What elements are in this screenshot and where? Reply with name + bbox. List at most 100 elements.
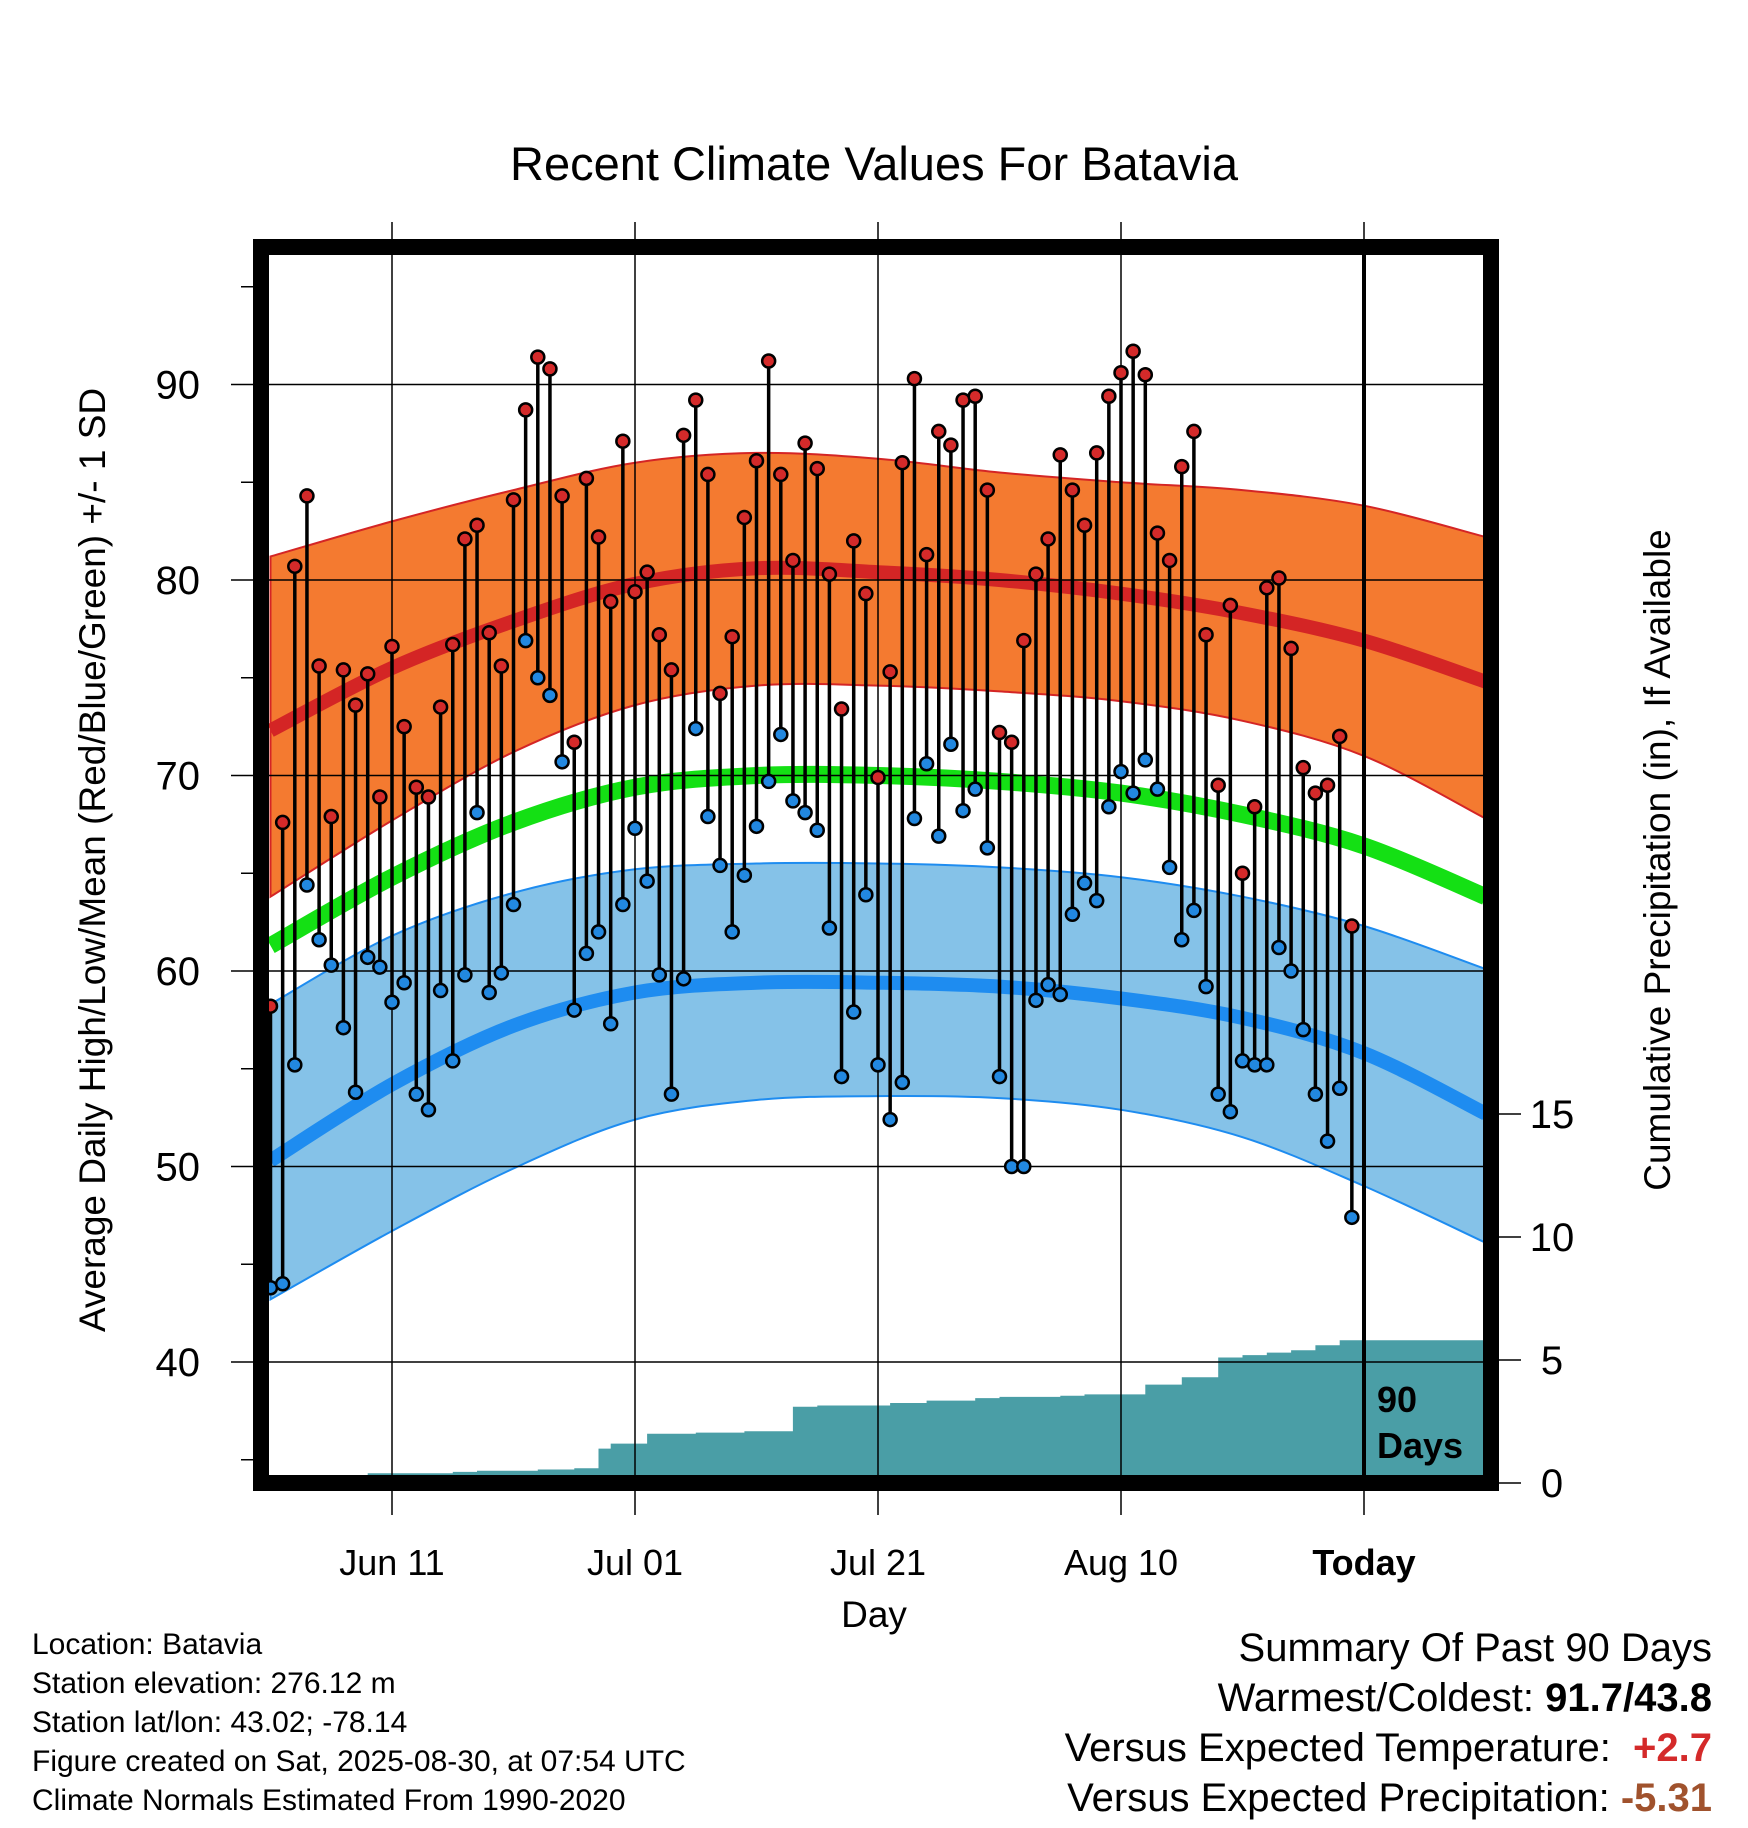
daily-low-point: [797, 804, 813, 821]
daily-low-point: [457, 967, 473, 983]
today-span-unit: Days: [1377, 1425, 1463, 1466]
x-tick-label: Today: [1312, 1542, 1415, 1583]
daily-low-point: [663, 1086, 680, 1102]
daily-high-point: [1064, 482, 1081, 498]
daily-low-point: [372, 959, 388, 975]
daily-high-point: [1003, 734, 1020, 751]
daily-high-point: [396, 718, 412, 735]
daily-high-point: [809, 460, 825, 477]
daily-low-point: [906, 810, 923, 827]
daily-low-point: [554, 754, 570, 770]
axes-layer: 40 50 60 70 80 90 0 5 10 15 Jun 11 Jul 01 Jul 21 Aug …: [156, 222, 1575, 1583]
daily-high-point: [517, 402, 534, 418]
daily-low-point: [1222, 1104, 1239, 1120]
daily-low-point: [615, 896, 631, 913]
daily-high-point: [287, 558, 303, 575]
daily-high-point: [991, 724, 1008, 741]
daily-low-point: [432, 982, 449, 999]
daily-low-point: [408, 1086, 425, 1102]
daily-high-point: [918, 546, 935, 563]
daily-low-point: [858, 887, 874, 903]
daily-low-point: [882, 1111, 898, 1128]
daily-low-point: [1319, 1133, 1336, 1149]
daily-low-point: [566, 1002, 582, 1018]
daily-high-point: [359, 666, 376, 682]
daily-low-point: [347, 1084, 364, 1100]
daily-high-point: [457, 531, 473, 547]
daily-high-point: [1028, 566, 1044, 582]
y2-tick-label: 10: [1530, 1216, 1575, 1260]
summary-panel: Summary Of Past 90 Days Warmest/Coldest:…: [1065, 1623, 1712, 1823]
daily-low-point: [481, 984, 497, 1001]
summary-heading: Summary Of Past 90 Days: [1238, 1626, 1712, 1670]
daily-high-point: [530, 349, 546, 365]
daily-low-point: [445, 1053, 461, 1069]
daily-low-point: [1259, 1057, 1275, 1073]
daily-high-point: [542, 361, 558, 377]
daily-high-point: [845, 533, 862, 549]
cumulative-precip-area: [270, 1340, 1491, 1483]
daily-high-point: [1076, 517, 1093, 534]
daily-low-point: [821, 920, 838, 936]
daily-high-point: [760, 353, 777, 369]
daily-high-point: [785, 552, 801, 569]
daily-low-point: [724, 924, 740, 940]
daily-high-point: [372, 789, 388, 805]
daily-low-point: [384, 994, 400, 1011]
daily-low-point: [675, 971, 692, 987]
info-location: Location: Batavia: [32, 1628, 263, 1661]
daily-low-point: [1307, 1086, 1324, 1102]
daily-high-point: [566, 734, 582, 751]
daily-low-point: [639, 873, 655, 889]
daily-high-point: [299, 488, 315, 504]
daily-low-point: [530, 670, 546, 686]
daily-low-point: [845, 1004, 862, 1020]
daily-high-point: [1259, 580, 1275, 596]
daily-low-point: [469, 804, 485, 821]
y-axis-label: Average Daily High/Low/Mean (Red/Blue/Gr…: [72, 388, 113, 1332]
daily-low-point: [1344, 1209, 1360, 1226]
plot-frame: [253, 239, 1499, 1491]
daily-low-point: [870, 1057, 886, 1073]
daily-low-point: [542, 687, 558, 704]
daily-high-point: [797, 435, 813, 451]
warm-cold-separator: /: [1623, 1676, 1635, 1720]
daily-high-point: [1174, 458, 1190, 475]
daily-low-point: [760, 773, 777, 790]
summary-temp: Versus Expected Temperature: +2.7: [1065, 1723, 1712, 1773]
daily-high-point: [1222, 597, 1239, 614]
daily-high-point: [578, 470, 595, 487]
temp-label: Versus Expected Temperature:: [1064, 1726, 1611, 1770]
daily-high-point: [1186, 423, 1202, 440]
daily-low-point: [1198, 978, 1214, 995]
daily-high-point: [700, 466, 716, 483]
daily-high-point: [675, 427, 692, 444]
daily-high-point: [736, 509, 753, 526]
y2-tick-label: 0: [1541, 1462, 1563, 1506]
daily-low-point: [274, 1276, 291, 1292]
daily-high-point: [602, 593, 619, 610]
daily-high-point: [1246, 799, 1263, 815]
daily-low-point: [335, 1019, 352, 1036]
daily-low-point: [809, 822, 825, 838]
daily-low-point: [748, 818, 765, 835]
daily-high-point: [724, 628, 740, 645]
daily-high-point: [1149, 525, 1166, 541]
daily-low-point: [323, 957, 339, 973]
x-tick-label: Jul 21: [830, 1542, 926, 1583]
daily-low-point: [1295, 1021, 1311, 1038]
daily-low-point: [688, 720, 704, 737]
daily-high-point: [979, 482, 996, 498]
daily-low-point: [517, 632, 534, 649]
daily-high-point: [1101, 388, 1117, 404]
daily-high-point: [1052, 447, 1068, 463]
daily-low-point: [578, 945, 595, 962]
daily-high-point: [384, 638, 400, 655]
daily-low-point: [287, 1057, 303, 1073]
summary-precip: Versus Expected Precipitation: -5.31: [1065, 1773, 1712, 1823]
daily-low-point: [1125, 785, 1141, 801]
daily-high-point: [882, 664, 898, 680]
daily-high-point: [1088, 445, 1105, 461]
daily-low-point: [1283, 963, 1299, 979]
